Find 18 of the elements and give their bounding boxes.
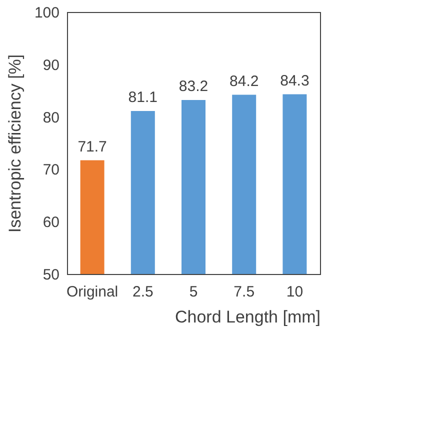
- data-label: 84.2: [230, 72, 259, 90]
- y-tick-label: 50: [42, 266, 60, 284]
- data-label: 83.2: [178, 78, 208, 96]
- x-tick-label: Original: [66, 284, 118, 300]
- y-tick-label: 90: [42, 56, 60, 74]
- x-tick-label: 10: [286, 284, 304, 300]
- data-label: 84.3: [280, 72, 310, 90]
- x-axis-title: Chord Length [mm]: [174, 308, 320, 326]
- y-tick-label: 60: [42, 214, 60, 232]
- x-tick-label: 7.5: [234, 284, 255, 300]
- y-tick-label: 70: [42, 162, 60, 179]
- y-tick-label: 100: [34, 4, 60, 22]
- y-tick-label: 80: [42, 109, 60, 126]
- x-tick-label: 5: [189, 284, 198, 300]
- x-tick-label: 2.5: [132, 284, 154, 300]
- data-label: 81.1: [128, 89, 158, 106]
- data-label: 71.7: [78, 138, 107, 156]
- y-axis-title: Isentropic efficiency [%]: [5, 54, 24, 233]
